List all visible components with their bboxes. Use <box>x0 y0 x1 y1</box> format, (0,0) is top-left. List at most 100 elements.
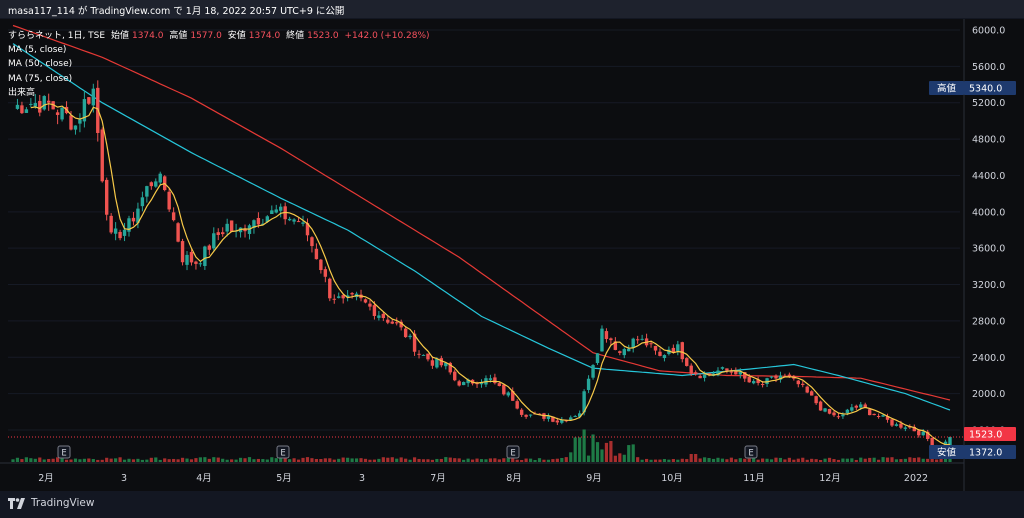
candle-body <box>145 186 149 197</box>
volume-bar <box>377 458 381 462</box>
candle-body <box>743 372 747 379</box>
candle-body <box>399 321 403 328</box>
volume-bar <box>368 459 372 462</box>
x-tick-label: 11月 <box>743 473 765 484</box>
candle-body <box>676 344 680 352</box>
volume-bar <box>457 458 461 462</box>
candle-body <box>180 241 185 263</box>
volume-bar <box>787 457 791 462</box>
volume-bar <box>769 459 774 462</box>
candle-body <box>448 362 452 373</box>
candle-body <box>305 223 310 236</box>
volume-bar <box>502 458 506 462</box>
volume-bar <box>172 458 176 462</box>
volume-bar <box>520 459 524 462</box>
candle-body <box>662 355 667 359</box>
legend-close-label: 終値 <box>286 31 305 41</box>
volume-bar <box>850 458 854 462</box>
volume-bar <box>591 434 595 462</box>
legend-ma50[interactable]: MA (50, close) <box>8 59 73 70</box>
legend-ma5[interactable]: MA (5, close) <box>8 45 67 56</box>
volume-bar <box>720 458 725 462</box>
candle-body <box>270 210 274 214</box>
volume-bar <box>154 457 158 462</box>
candle-body <box>809 391 814 396</box>
candle-body <box>395 322 399 324</box>
candle-body <box>292 219 296 222</box>
volume-bar <box>863 458 867 462</box>
candle-body <box>274 209 278 213</box>
volume-bar <box>332 459 336 462</box>
volume-bar <box>689 454 693 462</box>
candle-body <box>33 103 38 107</box>
volume-bar <box>801 457 805 462</box>
volume-bar <box>926 458 930 462</box>
candle-body <box>60 107 64 120</box>
low-badge-value-label: 1372.0 <box>969 448 1002 459</box>
candle-body <box>863 404 867 408</box>
volume-bar <box>15 457 20 462</box>
candle-body <box>381 313 386 319</box>
volume-bar <box>470 459 475 462</box>
volume-bar <box>230 459 234 462</box>
volume-bar <box>805 459 809 462</box>
volume-bar <box>685 459 689 462</box>
candle-body <box>613 341 618 350</box>
candle-body <box>29 103 33 105</box>
volume-bar <box>314 458 319 462</box>
y-tick-label: 5200.0 <box>972 98 1005 109</box>
volume-bar <box>524 458 528 462</box>
volume-bar <box>930 457 934 462</box>
publish-line: masa117_114 が TradingView.com で 1月 18, 2… <box>8 6 345 17</box>
candle-body <box>131 217 136 222</box>
legend-volume[interactable]: 出来高 <box>8 87 36 98</box>
volume-bar <box>841 458 845 462</box>
volume-bar <box>854 459 858 462</box>
volume-bar <box>64 459 69 462</box>
volume-bar <box>618 453 622 462</box>
candle-body <box>46 100 51 103</box>
candle-body <box>649 343 653 345</box>
volume-bar <box>136 458 140 462</box>
candle-body <box>461 382 466 386</box>
volume-bar <box>180 457 185 462</box>
volume-bar <box>417 458 421 462</box>
tradingview-logo[interactable]: TradingView <box>8 497 94 509</box>
legend-high-label: 高値 <box>169 31 188 41</box>
volume-bar <box>203 457 207 462</box>
candle-body <box>412 333 417 352</box>
volume-bar <box>243 458 247 462</box>
candle-body <box>551 416 555 422</box>
candle-body <box>832 412 836 416</box>
volume-bar <box>578 437 582 462</box>
volume-bar <box>328 458 332 462</box>
candle-body <box>903 427 908 429</box>
candle-body <box>341 295 345 299</box>
candle-body <box>801 383 805 385</box>
candle-body <box>229 220 234 232</box>
volume-bar <box>274 458 278 462</box>
volume-bar <box>778 457 783 462</box>
volume-bar <box>738 458 742 462</box>
volume-bar <box>354 458 359 462</box>
volume-bar <box>560 457 564 462</box>
candle-body <box>595 353 600 363</box>
volume-bar <box>488 458 493 462</box>
volume-bar <box>707 457 711 462</box>
x-tick-label: 3 <box>359 473 365 484</box>
candle-body <box>925 431 930 440</box>
volume-bar <box>82 458 86 462</box>
earnings-marker-label: E <box>280 449 285 459</box>
candle-body <box>845 409 850 414</box>
earnings-marker-label: E <box>61 449 66 459</box>
volume-bar <box>60 458 64 462</box>
volume-bar <box>917 457 921 462</box>
candle-body <box>899 423 903 428</box>
candle-body <box>756 379 760 384</box>
candle-body <box>55 112 60 115</box>
candle-body <box>87 97 91 104</box>
volume-bar <box>42 459 46 462</box>
legend-ma75[interactable]: MA (75, close) <box>8 73 73 84</box>
volume-bar <box>595 442 600 462</box>
